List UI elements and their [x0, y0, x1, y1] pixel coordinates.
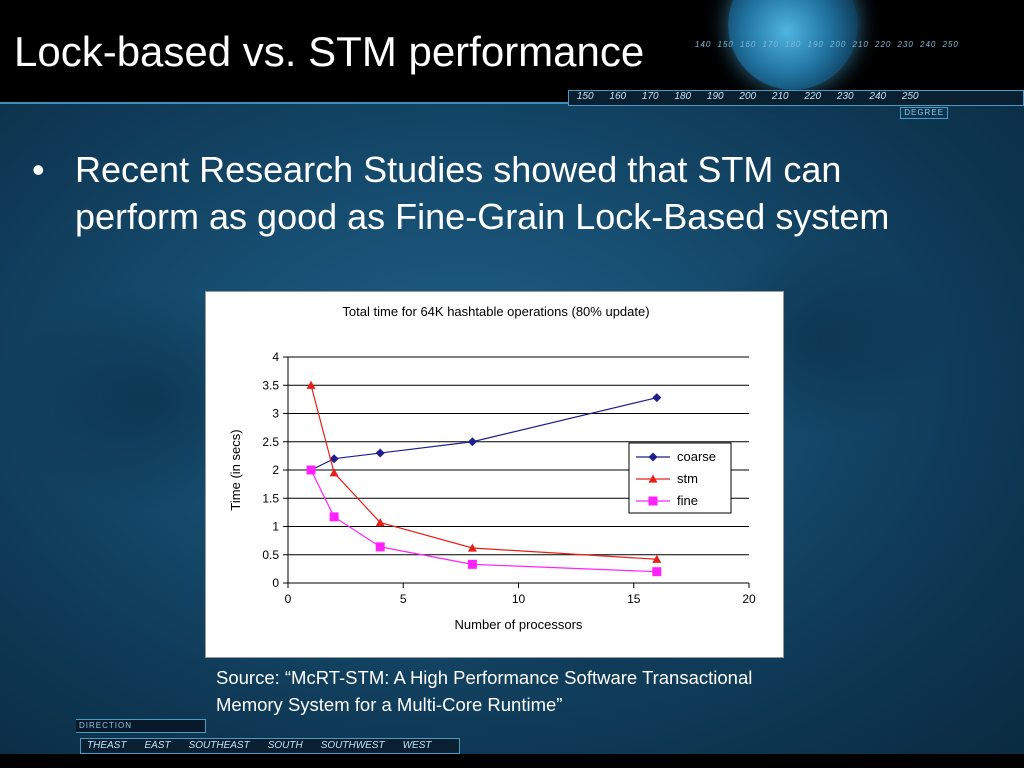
degree-tick-label: 240 — [869, 91, 887, 102]
data-point-stm — [375, 518, 385, 527]
y-tick-label: 2 — [272, 463, 279, 477]
ruler-tick-label: 200 — [830, 40, 847, 49]
chart-title: Total time for 64K hashtable operations … — [342, 304, 649, 319]
degree-ruler: 150 160 170 180 190 200 210 220 230 240 250 — [568, 90, 1024, 106]
x-tick-label: 5 — [400, 592, 407, 606]
chart-panel: Total time for 64K hashtable operations … — [205, 291, 784, 658]
legend-label-fine: fine — [677, 493, 698, 508]
x-tick-label: 10 — [512, 592, 526, 606]
direction-ruler: THEAST EAST SOUTHEAST SOUTH SOUTHWEST WEST — [80, 738, 460, 754]
ruler-tick-label: 220 — [875, 40, 892, 49]
data-point-fine — [375, 542, 385, 552]
degree-tick-label: 190 — [706, 91, 724, 102]
ruler-tick-label: 180 — [785, 40, 802, 49]
ruler-tick-label: 150 — [717, 40, 734, 49]
slide-title: Lock-based vs. STM performance — [14, 28, 645, 75]
data-point-fine — [329, 512, 339, 522]
x-tick-label: 15 — [627, 592, 641, 606]
data-point-stm — [652, 554, 662, 563]
source-citation: Source: “McRT-STM: A High Performance So… — [216, 667, 753, 715]
legend-marker-coarse — [648, 452, 658, 462]
data-point-stm — [306, 380, 316, 389]
data-point-stm — [467, 543, 477, 552]
data-point-coarse — [467, 437, 477, 447]
direction-tick-label: THEAST — [87, 740, 127, 751]
ruler-tick-label: 140 — [695, 40, 712, 49]
degree-tick-label: 250 — [901, 91, 919, 102]
ruler-tick-label: 170 — [762, 40, 779, 49]
series-line-coarse — [310, 397, 657, 471]
direction-tick-label: WEST — [402, 740, 432, 751]
degree-tick-label: 170 — [641, 91, 659, 102]
legend-marker-stm — [648, 474, 658, 483]
degree-tick-label: 230 — [836, 91, 854, 102]
y-tick-label: 4 — [272, 350, 279, 364]
ruler-tick-label: 240 — [920, 40, 937, 49]
data-point-fine — [467, 559, 477, 569]
degree-label: DEGREE — [900, 107, 948, 119]
ruler-tick-label: 230 — [897, 40, 914, 49]
legend-label-coarse: coarse — [677, 449, 716, 464]
line-chart: Total time for 64K hashtable operations … — [228, 304, 756, 632]
degree-tick-label: 200 — [739, 91, 757, 102]
y-tick-label: 2.5 — [262, 435, 279, 449]
bullet-text: Recent Research Studies showed that STM … — [75, 149, 890, 237]
data-point-coarse — [652, 393, 662, 403]
bullet-marker: • — [32, 149, 45, 190]
series-line-stm — [310, 385, 657, 560]
x-tick-label: 0 — [285, 592, 292, 606]
direction-tick-label: SOUTHWEST — [320, 740, 385, 751]
data-point-fine — [652, 567, 662, 577]
data-point-coarse — [329, 454, 339, 464]
x-tick-label: 20 — [742, 592, 756, 606]
degree-tick-label: 210 — [771, 91, 789, 102]
top-ruler: 140 150 160 170 180 190 200 210 220 230 240 250 — [695, 40, 965, 54]
x-axis-label: Number of processors — [455, 617, 583, 632]
ruler-tick-label: 210 — [852, 40, 869, 49]
ruler-tick-label: 160 — [740, 40, 757, 49]
y-tick-label: 1 — [272, 520, 279, 534]
y-tick-label: 3 — [272, 407, 279, 421]
legend-marker-fine — [648, 496, 658, 506]
degree-tick-label: 220 — [804, 91, 822, 102]
direction-tick-label: SOUTHEAST — [188, 740, 250, 751]
direction-label: DIRECTION — [76, 719, 206, 733]
y-tick-label: 0 — [272, 576, 279, 590]
ruler-tick-label: 190 — [807, 40, 824, 49]
ruler-tick-label: 250 — [942, 40, 959, 49]
y-tick-label: 3.5 — [262, 378, 279, 392]
data-point-fine — [306, 465, 316, 475]
degree-tick-label: 150 — [576, 91, 594, 102]
y-tick-label: 1.5 — [262, 491, 279, 505]
legend-label-stm: stm — [677, 471, 698, 486]
degree-tick-label: 180 — [674, 91, 692, 102]
title-bar: Lock-based vs. STM performance 140 150 160… — [0, 0, 1024, 104]
bottom-bar — [0, 754, 1024, 768]
degree-tick-label: 160 — [609, 91, 627, 102]
data-point-stm — [329, 468, 339, 477]
direction-tick-label: EAST — [144, 740, 171, 751]
direction-tick-label: SOUTH — [267, 740, 303, 751]
data-point-coarse — [375, 448, 385, 458]
y-axis-label: Time (in secs) — [228, 429, 243, 510]
y-tick-label: 0.5 — [262, 548, 279, 562]
